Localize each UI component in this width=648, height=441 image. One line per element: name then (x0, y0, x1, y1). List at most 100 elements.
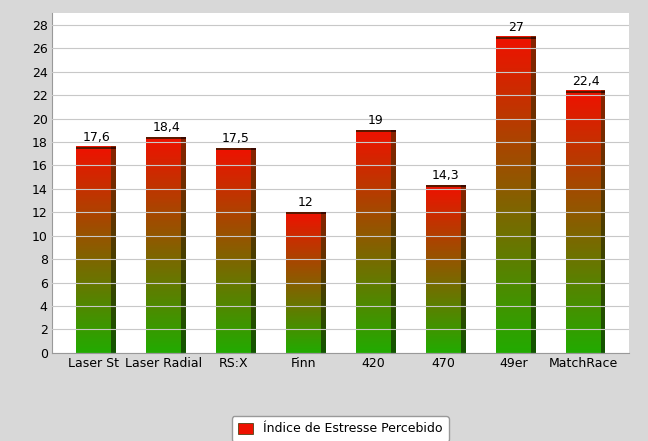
Bar (286, 227, 321, 228)
Bar (181, 142, 186, 143)
Bar (181, 154, 186, 156)
Bar (251, 217, 256, 219)
Bar (181, 188, 186, 189)
Bar (321, 305, 326, 306)
Bar (531, 179, 536, 180)
Bar (426, 350, 461, 351)
Bar (111, 293, 116, 294)
Bar (76, 299, 111, 300)
Bar (216, 254, 251, 255)
Bar (356, 270, 391, 272)
Bar (566, 342, 601, 344)
Bar (321, 316, 326, 317)
Bar (251, 334, 256, 336)
Bar (111, 251, 116, 253)
Bar (566, 290, 601, 291)
Bar (286, 277, 321, 278)
Bar (76, 312, 111, 314)
Bar (391, 332, 396, 333)
Bar (356, 183, 391, 184)
Bar (356, 292, 391, 294)
Bar (496, 185, 531, 187)
Bar (601, 296, 605, 298)
Bar (181, 221, 186, 222)
Bar (286, 339, 321, 340)
Bar (356, 348, 391, 349)
Bar (181, 220, 186, 221)
Bar (461, 311, 466, 313)
Bar (321, 341, 326, 342)
Bar (461, 212, 466, 213)
Bar (426, 197, 461, 198)
Bar (286, 338, 321, 339)
Bar (111, 158, 116, 159)
Bar (111, 306, 116, 307)
Bar (566, 300, 601, 302)
Bar (321, 347, 326, 348)
Bar (216, 199, 251, 200)
Bar (391, 178, 396, 179)
Bar (286, 301, 321, 302)
Bar (531, 209, 536, 210)
Bar (111, 166, 116, 167)
Bar (181, 161, 186, 162)
Bar (251, 155, 256, 156)
Bar (321, 312, 326, 313)
Bar (461, 203, 466, 204)
Bar (286, 221, 321, 222)
Bar (181, 194, 186, 195)
Bar (251, 286, 256, 287)
Bar (146, 327, 181, 328)
Bar (601, 127, 605, 128)
Bar (111, 189, 116, 190)
Bar (111, 149, 116, 151)
Bar (391, 213, 396, 215)
Bar (461, 276, 466, 277)
Bar (286, 257, 321, 258)
Bar (531, 281, 536, 283)
Bar (531, 204, 536, 206)
Bar (181, 162, 186, 163)
Bar (531, 37, 536, 38)
Bar (286, 330, 321, 331)
Bar (601, 318, 605, 320)
Bar (251, 345, 256, 347)
Bar (146, 287, 181, 288)
Bar (356, 142, 391, 144)
Bar (426, 316, 461, 317)
Bar (321, 325, 326, 326)
Bar (286, 223, 321, 224)
Bar (286, 321, 321, 322)
Bar (146, 252, 181, 254)
Bar (566, 207, 601, 209)
Bar (181, 306, 186, 307)
Bar (566, 304, 601, 306)
Bar (566, 128, 601, 130)
Bar (146, 317, 181, 318)
Bar (181, 279, 186, 280)
Bar (146, 272, 181, 273)
Bar (181, 173, 186, 174)
Bar (181, 186, 186, 187)
Bar (321, 256, 326, 257)
Bar (566, 139, 601, 140)
Bar (146, 321, 181, 323)
Bar (461, 240, 466, 242)
Bar (216, 170, 251, 172)
Bar (181, 151, 186, 153)
Bar (111, 321, 116, 323)
Bar (146, 237, 181, 239)
Bar (181, 171, 186, 172)
Bar (461, 216, 466, 217)
Bar (461, 305, 466, 306)
Bar (531, 127, 536, 128)
Bar (76, 310, 111, 312)
Bar (391, 179, 396, 180)
Bar (216, 290, 251, 292)
Bar (181, 216, 186, 217)
Bar (601, 240, 605, 241)
Bar (426, 264, 461, 265)
Bar (461, 324, 466, 325)
Bar (251, 153, 256, 154)
Bar (251, 156, 256, 157)
